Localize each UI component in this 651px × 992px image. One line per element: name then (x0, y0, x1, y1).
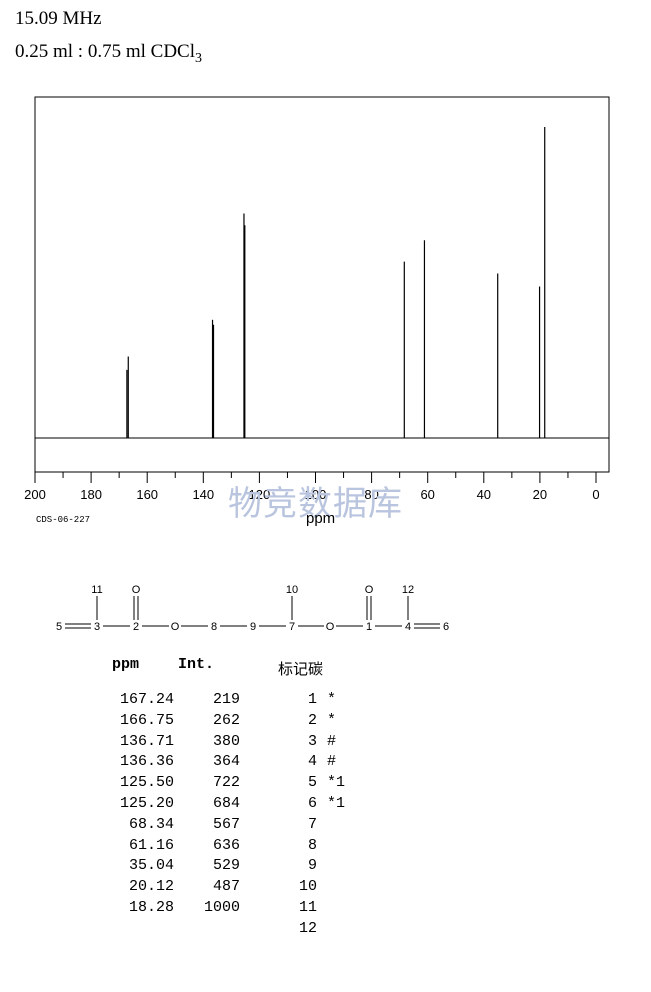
table-cell: 61.16 (128, 836, 174, 854)
table-cell: 8 (307, 836, 317, 854)
x-tick-label: 140 (192, 487, 214, 502)
x-tick-label: 40 (477, 487, 491, 502)
spectrum-code: CDS-06-227 (36, 515, 91, 525)
ppm-column: 167.24 166.75 136.71 136.36 125.50 125.20 68.3… (100, 690, 174, 919)
table-cell: * (327, 711, 337, 729)
table-cell: 35.04 (128, 857, 174, 875)
table-cell: 166.75 (119, 711, 174, 729)
table-cell: 636 (212, 836, 240, 854)
solvent-text: 0.25 ml : 0.75 ml CDCl (15, 41, 195, 62)
table-cell: 125.20 (119, 794, 174, 812)
table-cell (327, 836, 367, 857)
table-header-ppm: ppm (112, 656, 140, 673)
table-cell: 722 (212, 774, 240, 792)
table-cell: 136.71 (119, 732, 174, 750)
atom-label: 2 (133, 621, 139, 633)
table-cell: 2 (307, 711, 317, 729)
x-tick-label: 0 (592, 487, 599, 502)
atom-label: 9 (250, 621, 256, 633)
x-tick-label: 180 (80, 487, 102, 502)
substituent-label: 10 (286, 584, 298, 596)
table-cell: 487 (212, 878, 240, 896)
x-tick-label: 80 (364, 487, 378, 502)
table-cell: 4 (307, 753, 317, 771)
atom-label: 8 (211, 621, 217, 633)
table-cell: 219 (212, 691, 240, 708)
substituent-label: 12 (402, 584, 414, 596)
table-cell: *1 (327, 774, 346, 792)
table-cell (327, 919, 367, 940)
substituent-label: 11 (91, 584, 102, 596)
x-tick-label: 200 (24, 487, 46, 502)
atom-label: 1 (366, 621, 372, 633)
atom-label: O (171, 621, 180, 633)
plot-frame (34, 96, 610, 473)
table-cell (327, 856, 367, 877)
table-cell: 136.36 (119, 753, 174, 771)
table-cell: 380 (212, 732, 240, 750)
table-cell: 6 (307, 794, 317, 812)
table-cell: 5 (307, 774, 317, 792)
carbon-mark-column: * * # # *1 *1 (327, 690, 367, 940)
x-tick-label: 100 (305, 487, 327, 502)
table-cell: *1 (327, 794, 346, 812)
molecular-structure: 5 3 2 O 8 9 7 O 1 4 6 11 O 10 O 12 (56, 584, 449, 633)
solvent-info: 0.25 ml : 0.75 ml CDCl3 (15, 41, 202, 67)
table-cell: * (327, 691, 337, 708)
x-axis-label: ppm (306, 510, 336, 527)
intensity-column: 219 262 380 364 722 684 567 636 529 487 1000 (190, 690, 240, 919)
substituent-label: O (132, 584, 141, 596)
peak-group (126, 127, 546, 438)
atom-label: 3 (94, 621, 100, 633)
table-header-carbon: 标记碳 (278, 660, 324, 678)
x-tick-label: 60 (420, 487, 434, 502)
table-cell: 68.34 (128, 815, 174, 833)
atom-label: 7 (289, 621, 295, 633)
atom-label: 4 (405, 621, 411, 633)
atom-label: 5 (56, 621, 62, 633)
table-cell: 7 (307, 815, 317, 833)
table-cell: 167.24 (119, 691, 174, 708)
atom-label: 6 (443, 621, 449, 633)
x-tick-label: 160 (136, 487, 158, 502)
table-cell: 1 (307, 691, 317, 708)
table-cell: 364 (212, 753, 240, 771)
x-tick-label: 20 (533, 487, 547, 502)
table-cell: 1000 (203, 898, 240, 916)
watermark: 物竞数据库 (228, 484, 403, 524)
x-axis-tick-labels: 200 180 160 140 120 100 80 60 40 20 0 (24, 487, 599, 502)
table-cell: 10 (298, 878, 317, 896)
table-cell (327, 877, 367, 898)
table-cell (327, 898, 367, 919)
carbon-number-column: 1 2 3 4 5 6 7 8 9 10 11 12 (285, 690, 317, 940)
atom-label: O (326, 621, 335, 633)
table-cell: # (327, 753, 337, 771)
table-cell: 529 (212, 857, 240, 875)
table-cell: 684 (212, 794, 240, 812)
table-cell: 262 (212, 711, 240, 729)
table-cell (327, 815, 367, 836)
solvent-subscript: 3 (195, 51, 202, 66)
table-cell: 12 (298, 919, 317, 937)
substituent-label: O (365, 584, 374, 596)
x-axis-ticks (34, 472, 597, 483)
spectrometer-frequency: 15.09 MHz (15, 8, 102, 29)
table-cell: 3 (307, 732, 317, 750)
table-cell: 11 (298, 898, 317, 916)
table-cell: 567 (212, 815, 240, 833)
x-tick-label: 120 (249, 487, 271, 502)
table-cell: 125.50 (119, 774, 174, 792)
table-cell: 9 (307, 857, 317, 875)
table-cell: 20.12 (128, 878, 174, 896)
table-header-int: Int. (178, 656, 215, 673)
table-cell: # (327, 732, 337, 750)
table-cell: 18.28 (128, 898, 174, 916)
